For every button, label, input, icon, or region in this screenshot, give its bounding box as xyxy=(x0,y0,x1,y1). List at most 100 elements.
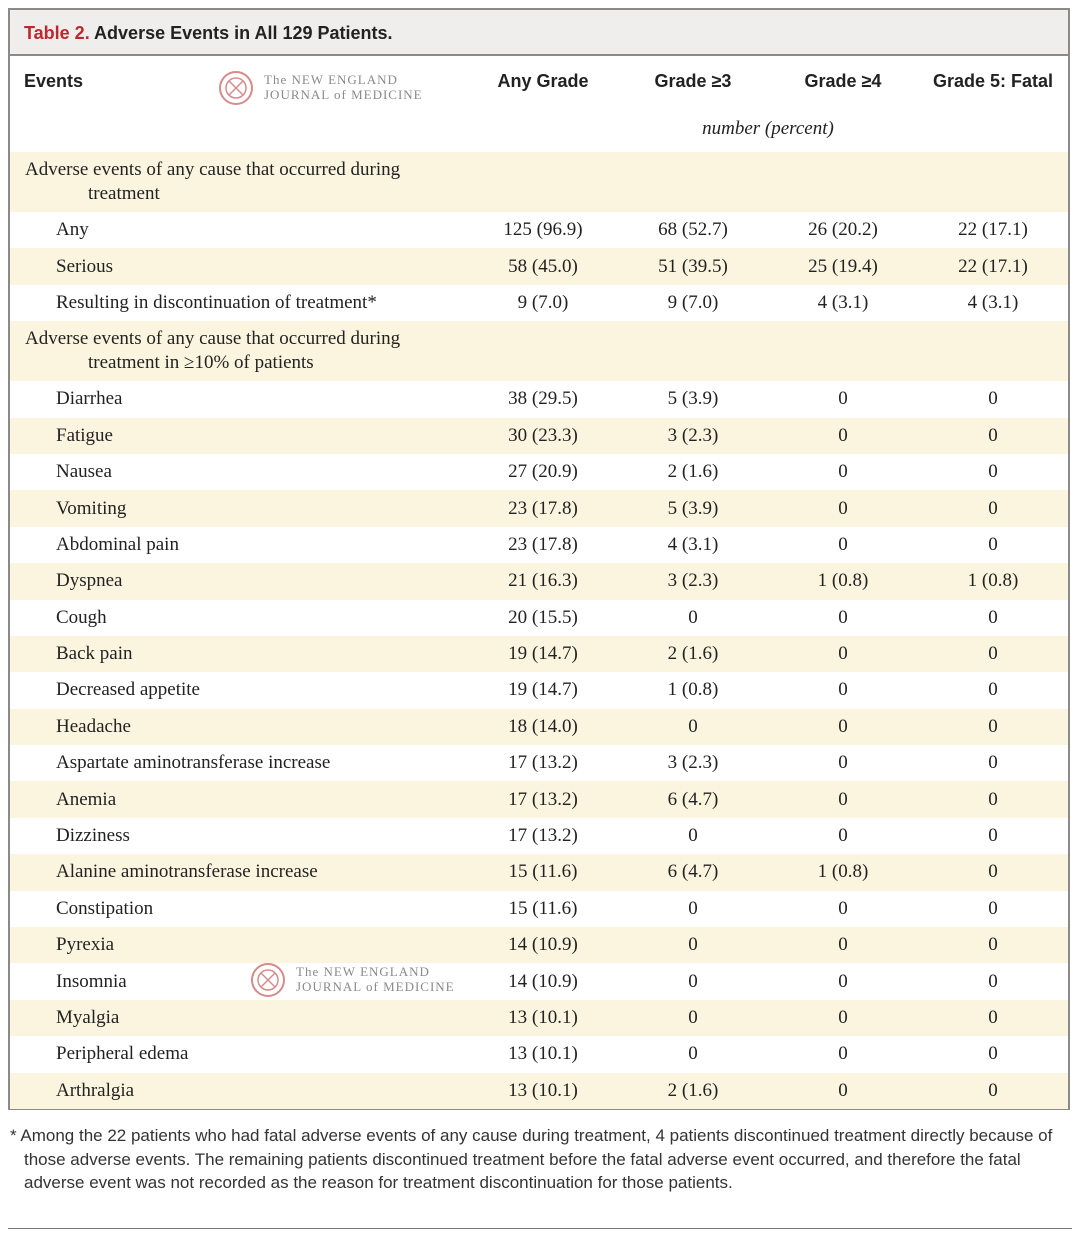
cell: 0 xyxy=(688,897,698,919)
cell: 0 xyxy=(618,708,768,746)
cell: 0 xyxy=(988,606,998,628)
cell: 0 xyxy=(838,606,848,628)
cell: 22 (17.1) xyxy=(958,219,1028,241)
cell: 0 xyxy=(918,927,1068,964)
section-row: Adverse events of any cause that occurre… xyxy=(10,152,1068,212)
cell: 0 xyxy=(618,927,768,964)
cell: 0 xyxy=(768,927,918,964)
cell: 0 xyxy=(988,897,998,919)
cell: 4 (3.1) xyxy=(817,291,869,313)
data-row: Diarrhea 38 (29.5) 5 (3.9) 0 0 xyxy=(10,381,1068,417)
event-label: Decreased appetite xyxy=(56,679,200,701)
cell: 0 xyxy=(988,752,998,774)
table-title: Adverse Events in All 129 Patients. xyxy=(94,23,393,43)
cell: 6 (4.7) xyxy=(618,854,768,891)
column-header: Grade ≥4 xyxy=(804,70,882,91)
unit-row: number (percent) xyxy=(10,106,1068,152)
cell: 14 (10.9) xyxy=(468,927,618,964)
cell: 0 xyxy=(688,1043,698,1065)
event-label: Fatigue xyxy=(10,417,468,454)
cell: 0 xyxy=(918,999,1068,1037)
cell: 0 xyxy=(918,781,1068,818)
cell: 68 (52.7) xyxy=(658,219,728,241)
event-label: Aspartate aminotransferase increase xyxy=(56,752,331,774)
data-row: Decreased appetite 19 (14.7) 1 (0.8) 0 0 xyxy=(10,672,1068,708)
cell: 0 xyxy=(988,533,998,555)
data-row: Aspartate aminotransferase increase 17 (1… xyxy=(10,745,1068,781)
bottom-rule xyxy=(8,1228,1072,1229)
data-row: Pyrexia 14 (10.9) 0 0 0 xyxy=(10,927,1068,964)
cell: 21 (16.3) xyxy=(468,563,618,600)
data-row: Resulting in discontinuation of treatmen… xyxy=(10,285,1068,321)
cell: 0 xyxy=(918,708,1068,746)
cell: 0 xyxy=(918,417,1068,454)
cell: 0 xyxy=(838,533,848,555)
watermark: The NEW ENGLAND JOURNAL of MEDICINE xyxy=(264,72,423,102)
unit-label: number (percent) xyxy=(702,118,834,139)
cell: 0 xyxy=(838,388,848,410)
watermark-line: The NEW ENGLAND xyxy=(264,72,398,87)
cell: 15 (11.6) xyxy=(468,854,618,891)
event-label: Arthralgia xyxy=(10,1072,468,1109)
cell: 6 (4.7) xyxy=(618,781,768,818)
logo-icon xyxy=(251,963,285,997)
cell: 19 (14.7) xyxy=(508,679,578,701)
cell: 0 xyxy=(838,752,848,774)
blank xyxy=(918,321,1068,382)
cell: 2 (1.6) xyxy=(618,635,768,673)
event-label: Pyrexia xyxy=(10,927,468,964)
cell: 0 xyxy=(768,781,918,818)
blank xyxy=(768,152,918,212)
section-row: Adverse events of any cause that occurre… xyxy=(10,321,1068,382)
title-bar: Table 2. Adverse Events in All 129 Patie… xyxy=(10,10,1068,56)
event-label: Resulting in discontinuation of treatmen… xyxy=(56,291,377,313)
cell: 9 (7.0) xyxy=(517,291,569,313)
cell: 58 (45.0) xyxy=(468,248,618,285)
cell: 0 xyxy=(838,461,848,483)
cell: 0 xyxy=(618,999,768,1037)
column-header: Grade 5: Fatal xyxy=(932,70,1054,91)
cell: 5 (3.9) xyxy=(667,388,719,410)
cell: 23 (17.8) xyxy=(468,490,618,527)
cell: 26 (20.2) xyxy=(808,219,878,241)
cell: 4 (3.1) xyxy=(967,291,1019,313)
cell: 0 xyxy=(838,897,848,919)
data-row: Back pain 19 (14.7) 2 (1.6) 0 0 xyxy=(10,635,1068,673)
cell: 27 (20.9) xyxy=(508,461,578,483)
cell: 13 (10.1) xyxy=(508,1043,578,1065)
event-label: Constipation xyxy=(56,897,154,919)
table-frame: Table 2. Adverse Events in All 129 Patie… xyxy=(8,8,1070,1110)
cell: 9 (7.0) xyxy=(667,291,719,313)
blank xyxy=(618,321,768,382)
event-label: Nausea xyxy=(56,461,112,483)
event-label: Alanine aminotransferase increase xyxy=(10,854,468,891)
cell: 1 (0.8) xyxy=(768,563,918,600)
column-header: Events xyxy=(24,70,84,91)
cell: 0 xyxy=(988,1043,998,1065)
event-label: Diarrhea xyxy=(56,388,123,410)
cell: 0 xyxy=(688,825,698,847)
data-row: Anemia 17 (13.2) 6 (4.7) 0 0 xyxy=(10,781,1068,818)
column-header: Grade ≥3 xyxy=(654,70,732,91)
event-label: Back pain xyxy=(10,635,468,673)
cell: 0 xyxy=(918,490,1068,527)
logo-icon xyxy=(219,71,253,105)
cell: 17 (13.2) xyxy=(508,752,578,774)
cell: 0 xyxy=(988,388,998,410)
cell: 22 (17.1) xyxy=(918,248,1068,285)
cell: 17 (13.2) xyxy=(468,781,618,818)
cell: 2 (1.6) xyxy=(667,461,719,483)
cell: 0 xyxy=(768,708,918,746)
section-label: Adverse events of any cause that occurre… xyxy=(10,321,468,382)
cell: 5 (3.9) xyxy=(618,490,768,527)
cell: 1 (0.8) xyxy=(768,854,918,891)
watermark-line: JOURNAL of MEDICINE xyxy=(296,979,455,994)
data-row: Vomiting 23 (17.8) 5 (3.9) 0 0 xyxy=(10,490,1068,527)
event-label: Peripheral edema xyxy=(56,1043,189,1065)
cell: 0 xyxy=(918,635,1068,673)
data-row: Alanine aminotransferase increase 15 (11.… xyxy=(10,854,1068,891)
event-label: Any xyxy=(56,219,89,241)
data-row: Constipation 15 (11.6) 0 0 0 xyxy=(10,891,1068,927)
blank xyxy=(10,106,468,152)
cell: 0 xyxy=(768,999,918,1037)
